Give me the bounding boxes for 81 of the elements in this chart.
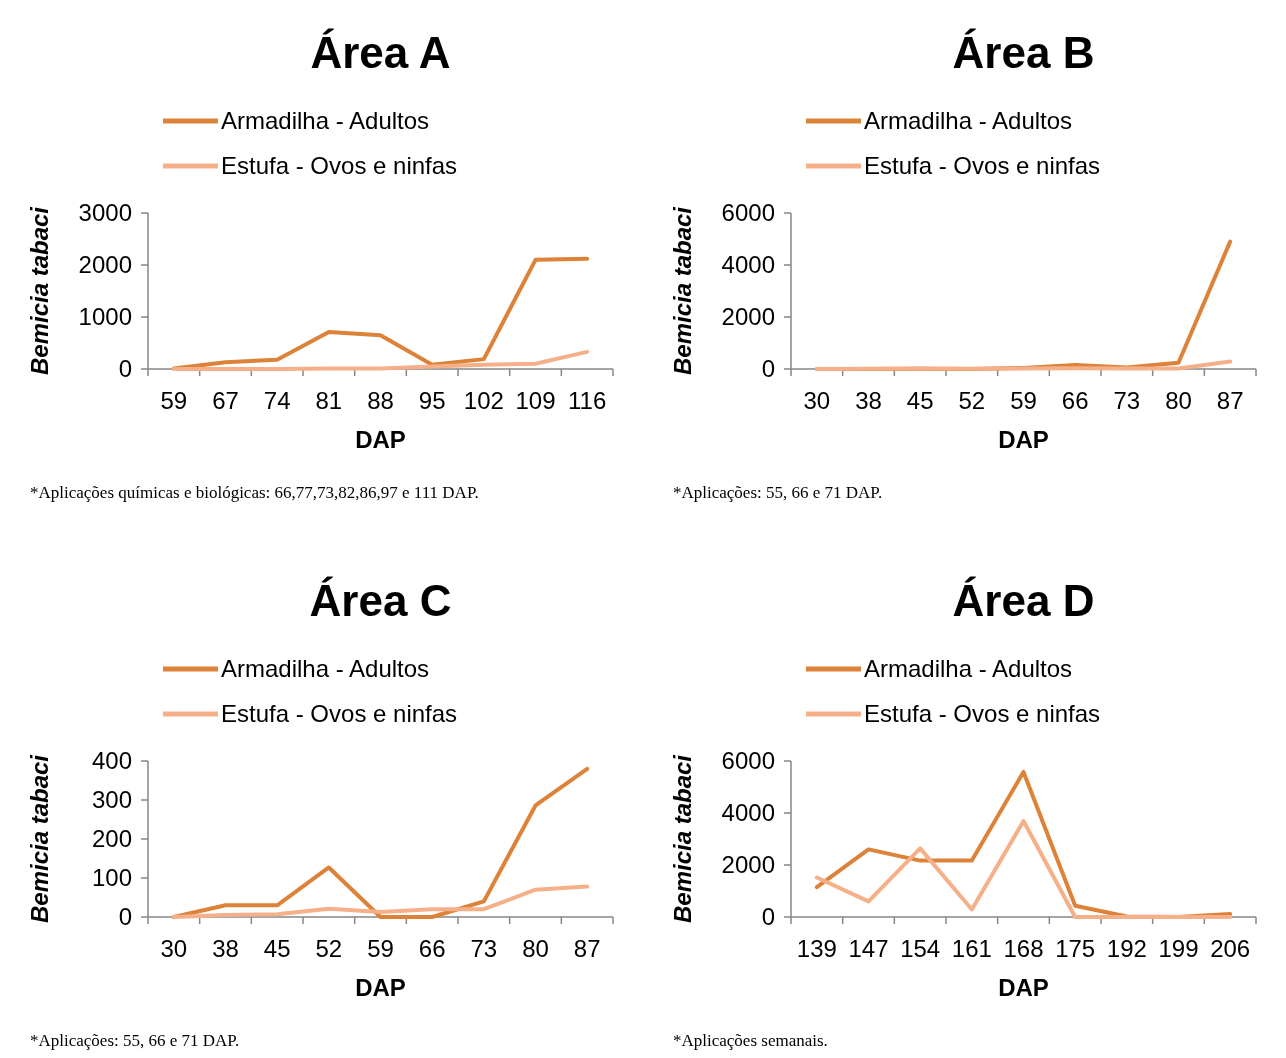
x-tick-label: 30 [160, 935, 188, 962]
legend-label: Estufa - Ovos e ninfas [221, 700, 458, 727]
y-tick-label: 400 [91, 747, 132, 774]
line-series [171, 349, 590, 371]
x-tick-label: 175 [1055, 935, 1096, 962]
y-tick-label: 0 [761, 355, 775, 382]
x-tick-label: 87 [1216, 387, 1244, 414]
x-axis-title: DAP [355, 974, 406, 1001]
x-tick-label: 59 [160, 387, 188, 414]
x-tick-label: 38 [855, 387, 882, 414]
text: *Aplicações semanais. [673, 1031, 828, 1050]
x-tick-label: 139 [796, 935, 837, 962]
x-tick-label: 168 [1003, 935, 1044, 962]
y-tick-label: 2000 [721, 303, 775, 330]
y-tick-label: 0 [118, 903, 132, 930]
x-tick-label: 66 [418, 935, 446, 962]
y-tick-label: 6000 [721, 747, 775, 774]
x-tick-label: 59 [367, 935, 394, 962]
line-series [814, 819, 1233, 919]
line-series [171, 884, 590, 919]
text: *Aplicações químicas e biológicas: 66,77,73,82,86,97 e 111 DAP. [30, 483, 479, 502]
y-tick-label: 6000 [721, 199, 775, 226]
y-tick-label: 100 [91, 864, 132, 891]
y-tick-label: 200 [91, 825, 132, 852]
x-tick-label: 38 [212, 935, 239, 962]
x-axis-title: DAP [998, 426, 1049, 453]
y-tick-label: 2000 [721, 851, 775, 878]
chart-title: Área B [952, 28, 1095, 77]
x-tick-label: 73 [470, 935, 498, 962]
x-tick-label: 95 [418, 387, 446, 414]
x-tick-label: 45 [906, 387, 934, 414]
chart-title: Área A [310, 28, 451, 77]
y-axis-title: Bemicia tabaci [669, 753, 696, 924]
text: *Aplicações: 55, 66 e 71 DAP. [30, 1031, 240, 1050]
y-tick-label: 0 [118, 355, 132, 382]
y-tick-label: 2000 [78, 251, 132, 278]
x-tick-label: 109 [515, 387, 556, 414]
y-tick-label: 300 [91, 786, 132, 813]
line-series [814, 359, 1233, 371]
x-tick-label: 88 [367, 387, 394, 414]
x-tick-label: 66 [1061, 387, 1089, 414]
x-tick-label: 52 [958, 387, 986, 414]
x-tick-label: 161 [951, 935, 992, 962]
y-axis-title: Bemicia tabaci [26, 753, 53, 924]
x-tick-label: 116 [568, 387, 607, 414]
x-tick-label: 74 [263, 387, 291, 414]
legend-label: Armadilha - Adultos [864, 655, 1073, 682]
x-tick-label: 192 [1106, 935, 1147, 962]
legend-label: Estufa - Ovos e ninfas [221, 152, 458, 179]
legend-label: Estufa - Ovos e ninfas [864, 700, 1101, 727]
x-tick-label: 87 [573, 935, 601, 962]
y-axis-title: Bemicia tabaci [669, 205, 696, 376]
y-tick-label: 4000 [721, 799, 775, 826]
y-tick-label: 1000 [78, 303, 132, 330]
y-tick-label: 0 [761, 903, 775, 930]
legend-label: Armadilha - Adultos [221, 655, 430, 682]
chart-title: Área C [309, 576, 452, 625]
legend-label: Armadilha - Adultos [221, 107, 430, 134]
legend-label: Armadilha - Adultos [864, 107, 1073, 134]
x-tick-label: 67 [212, 387, 239, 414]
x-tick-label: 52 [315, 935, 343, 962]
text: *Aplicações: 55, 66 e 71 DAP. [673, 483, 883, 502]
x-tick-label: 154 [900, 935, 941, 962]
legend-label: Estufa - Ovos e ninfas [864, 152, 1101, 179]
x-axis-title: DAP [355, 426, 406, 453]
y-axis-title: Bemicia tabaci [26, 205, 53, 376]
x-tick-label: 81 [315, 387, 343, 414]
chart-title: Área D [952, 576, 1095, 625]
x-tick-label: 199 [1158, 935, 1199, 962]
x-tick-label: 30 [803, 387, 831, 414]
x-tick-label: 80 [522, 935, 549, 962]
x-tick-label: 59 [1010, 387, 1037, 414]
x-tick-label: 102 [463, 387, 504, 414]
x-tick-label: 73 [1113, 387, 1141, 414]
x-tick-label: 45 [263, 935, 291, 962]
x-tick-label: 206 [1210, 935, 1251, 962]
x-axis-title: DAP [998, 974, 1049, 1001]
y-tick-label: 3000 [78, 199, 132, 226]
x-tick-label: 80 [1165, 387, 1192, 414]
y-tick-label: 4000 [721, 251, 775, 278]
x-tick-label: 147 [848, 935, 889, 962]
